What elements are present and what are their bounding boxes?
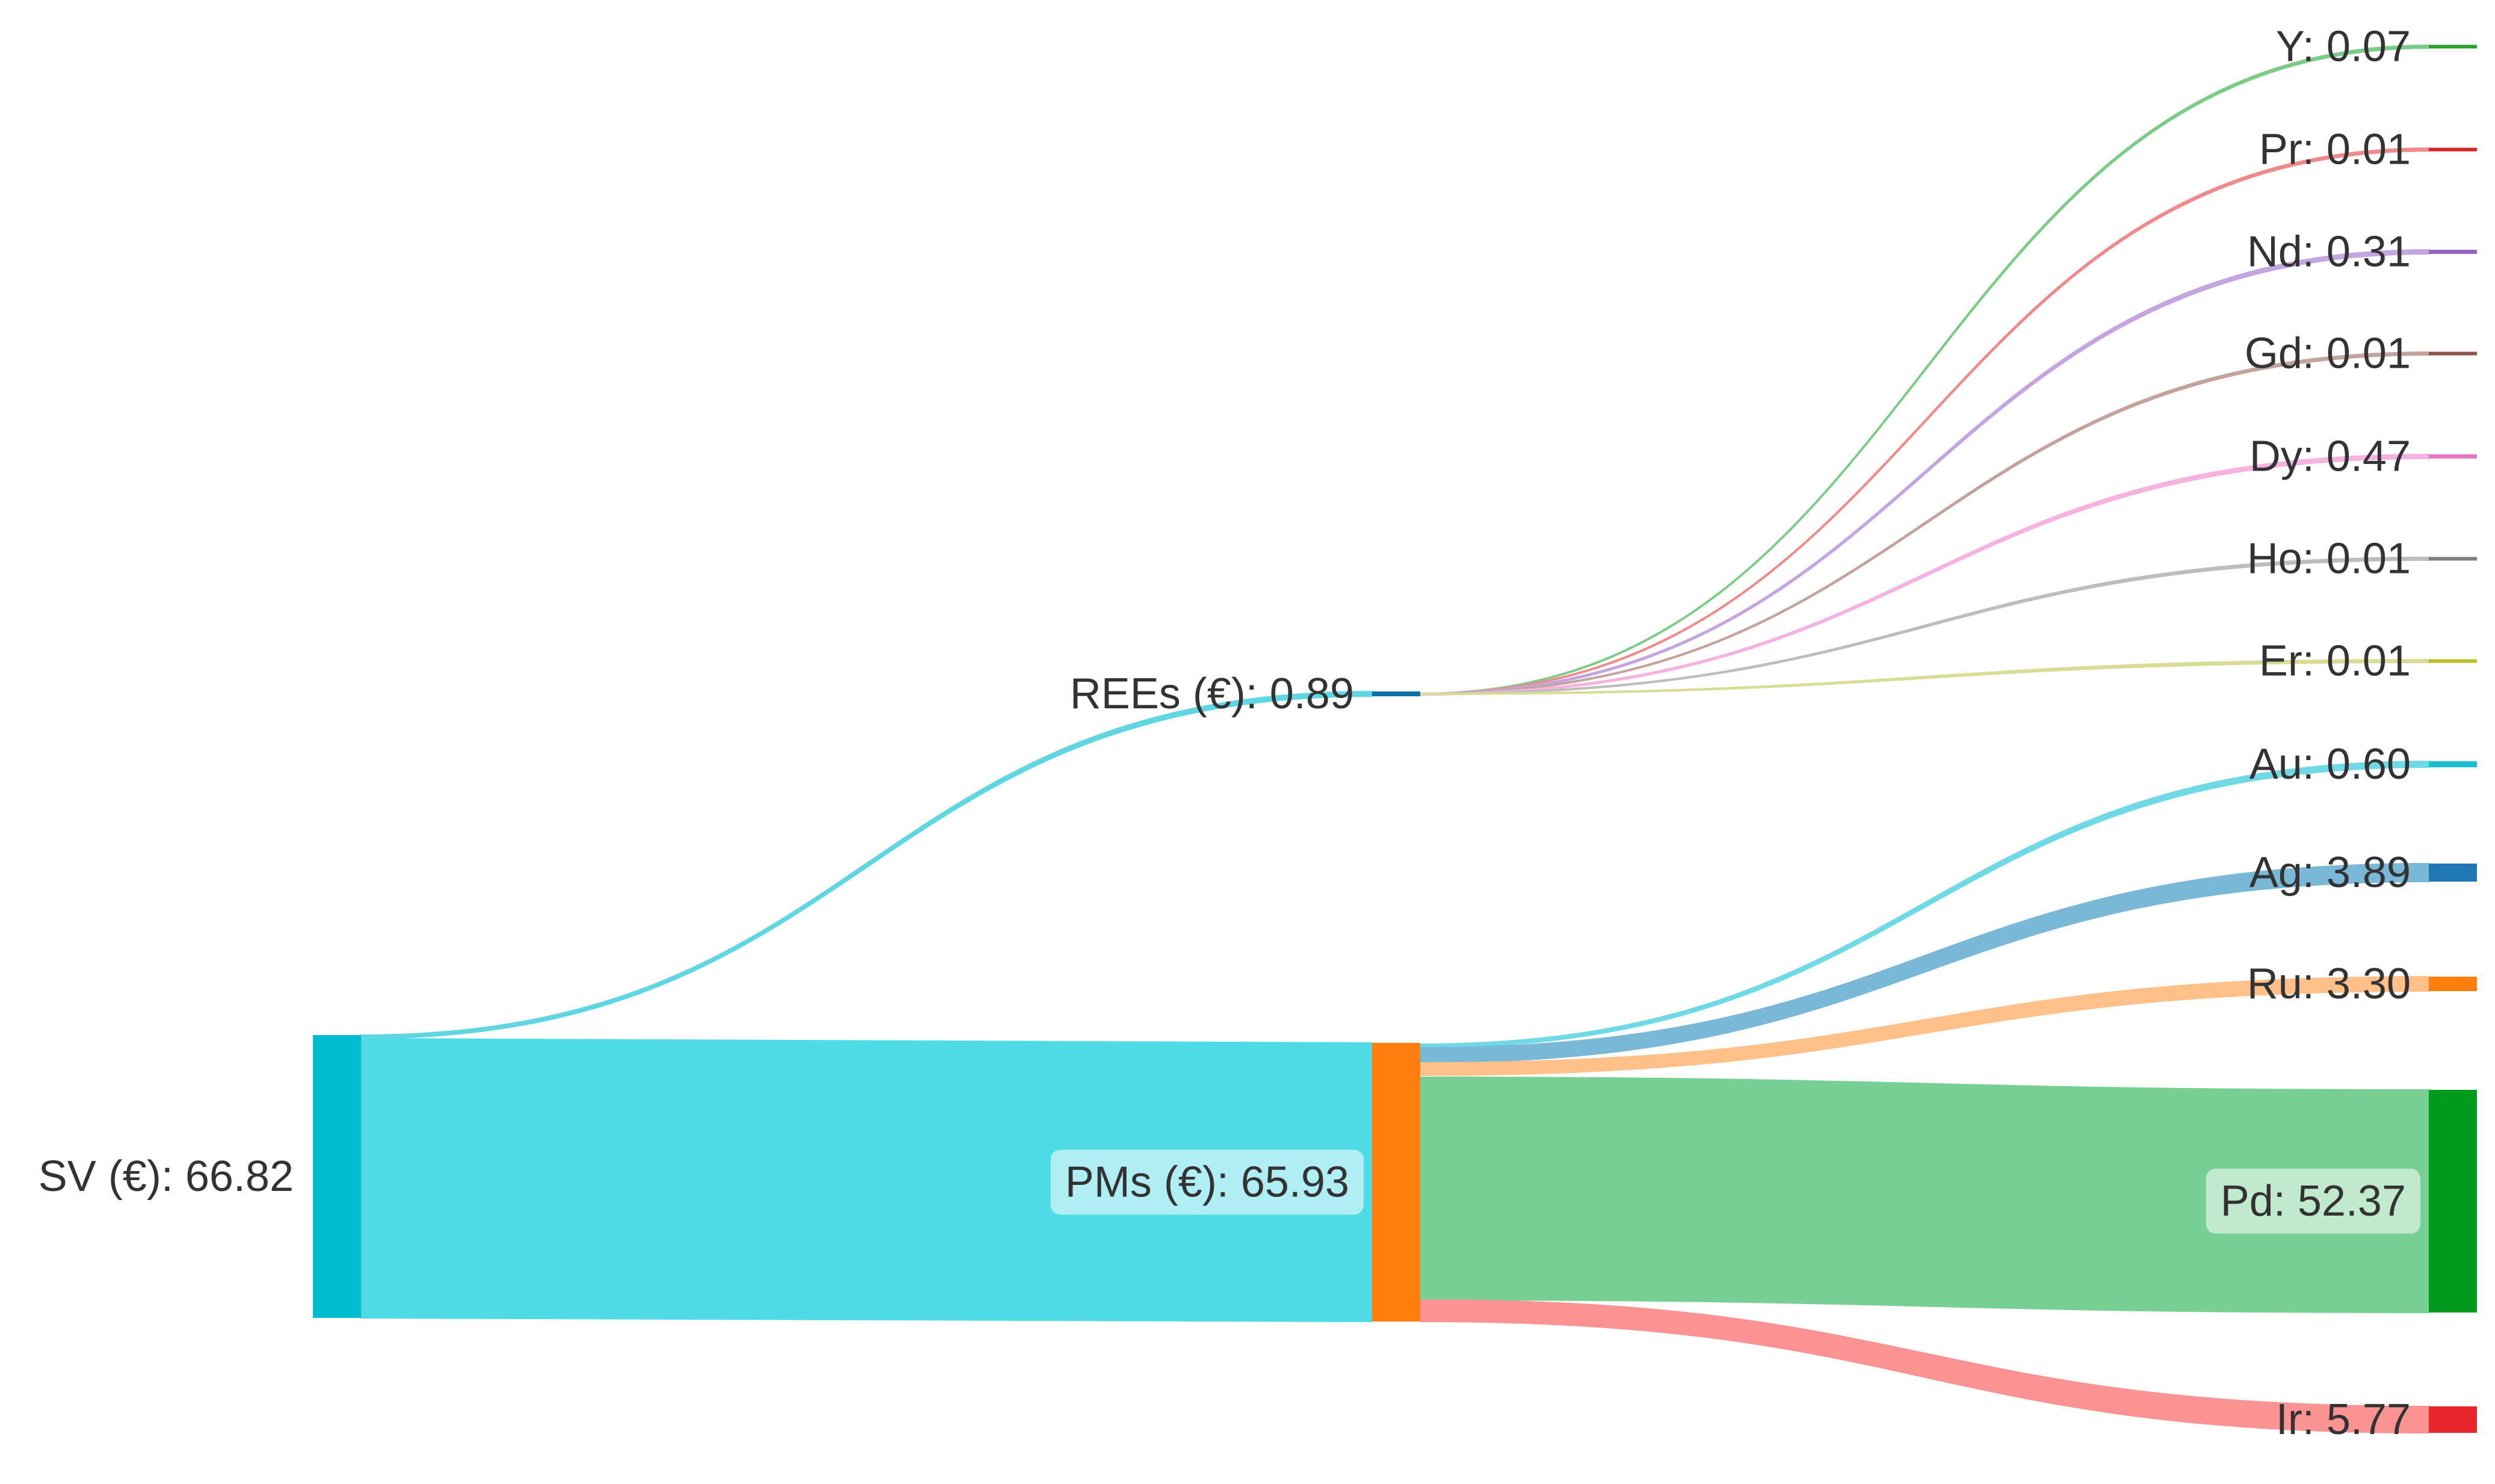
node-rees bbox=[1372, 691, 1420, 696]
node-sv bbox=[313, 1035, 361, 1318]
node-label-rees: REEs (€): 0.89 bbox=[1070, 670, 1354, 718]
node-gd bbox=[2429, 351, 2477, 356]
node-er bbox=[2429, 659, 2477, 663]
node-nd bbox=[2429, 250, 2477, 254]
node-label-ir: Ir: 5.77 bbox=[2276, 1396, 2411, 1444]
node-label-nd: Nd: 0.31 bbox=[2247, 228, 2411, 276]
links-layer bbox=[360, 44, 2429, 1434]
node-pd bbox=[2429, 1090, 2477, 1312]
labels-layer: SV (€): 66.82 REEs (€): 0.89 PMs (€): 65.9… bbox=[39, 23, 2420, 1444]
node-label-au: Au: 0.60 bbox=[2249, 740, 2411, 788]
node-pms bbox=[1372, 1043, 1420, 1322]
node-y bbox=[2429, 45, 2477, 49]
node-label-ho: Ho: 0.01 bbox=[2247, 535, 2411, 583]
node-ru bbox=[2429, 977, 2477, 991]
node-label-ru: Ru: 3.30 bbox=[2247, 960, 2411, 1008]
node-ag bbox=[2429, 864, 2477, 882]
node-label-y: Y: 0.07 bbox=[2276, 23, 2411, 71]
node-label-pms: PMs (€): 65.93 bbox=[1065, 1158, 1349, 1207]
node-pr bbox=[2429, 147, 2477, 152]
node-dy bbox=[2429, 454, 2477, 459]
node-label-dy: Dy: 0.47 bbox=[2249, 433, 2411, 481]
node-label-gd: Gd: 0.01 bbox=[2245, 330, 2411, 378]
node-label-pr: Pr: 0.01 bbox=[2259, 126, 2411, 174]
link-sv-rees bbox=[360, 690, 1373, 1040]
node-label-pd: Pd: 52.37 bbox=[2221, 1177, 2406, 1225]
node-label-bg-pd bbox=[2206, 1169, 2420, 1234]
node-label-bg-pms bbox=[1050, 1149, 1364, 1215]
node-au bbox=[2429, 761, 2477, 767]
nodes-layer bbox=[313, 45, 2477, 1433]
node-ho bbox=[2429, 557, 2477, 561]
node-label-er: Er: 0.01 bbox=[2259, 637, 2411, 685]
node-ir bbox=[2429, 1406, 2477, 1433]
node-label-ag: Ag: 3.89 bbox=[2249, 849, 2411, 897]
node-label-sv: SV (€): 66.82 bbox=[39, 1152, 294, 1201]
